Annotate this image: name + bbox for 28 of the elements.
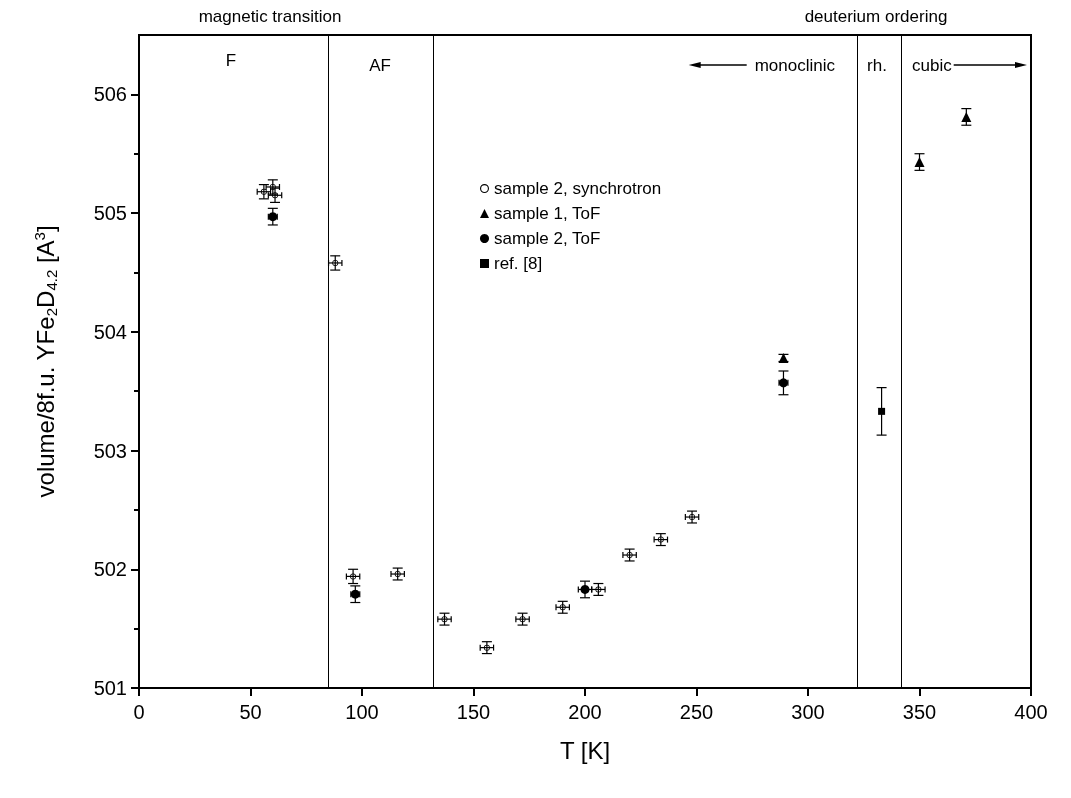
text: deuterium ordering [804,7,948,26]
y-tick-label: 506 [93,83,127,106]
x-axis-title: T [K] [559,736,611,764]
y-tick-label: 503 [93,439,127,462]
y-tick-label: 501 [93,677,127,699]
annotation: F [225,51,237,70]
text: magnetic transition [198,7,342,26]
legend-label: ref. [8] [494,254,543,273]
x-tick-label: 150 [456,701,491,723]
x-tick-label: 50 [239,701,262,723]
x-tick-label: 300 [791,701,825,723]
x-tick-label: 100 [345,701,379,723]
x-tick-label: 350 [902,701,937,723]
y-tick-label: 504 [93,320,127,343]
x-tick-label: 0 [133,701,145,723]
y-axis-title: volume/8f.u. YFe2D4.2 [A3] [31,225,60,498]
annotation: monoclinic [754,56,836,75]
y-tick-label: 505 [93,202,127,225]
annotation: AF [369,56,391,75]
x-tick-label: 200 [568,701,602,723]
legend-label: sample 2, synchrotron [494,179,662,198]
annotation: rh. [867,56,887,75]
legend-label: sample 1, ToF [494,204,601,223]
x-tick-label: 250 [679,701,714,723]
x-tick-label: 400 [1014,701,1048,723]
y-tick-label: 502 [93,558,127,581]
legend-label: sample 2, ToF [494,229,601,248]
annotation: cubic [912,56,953,75]
